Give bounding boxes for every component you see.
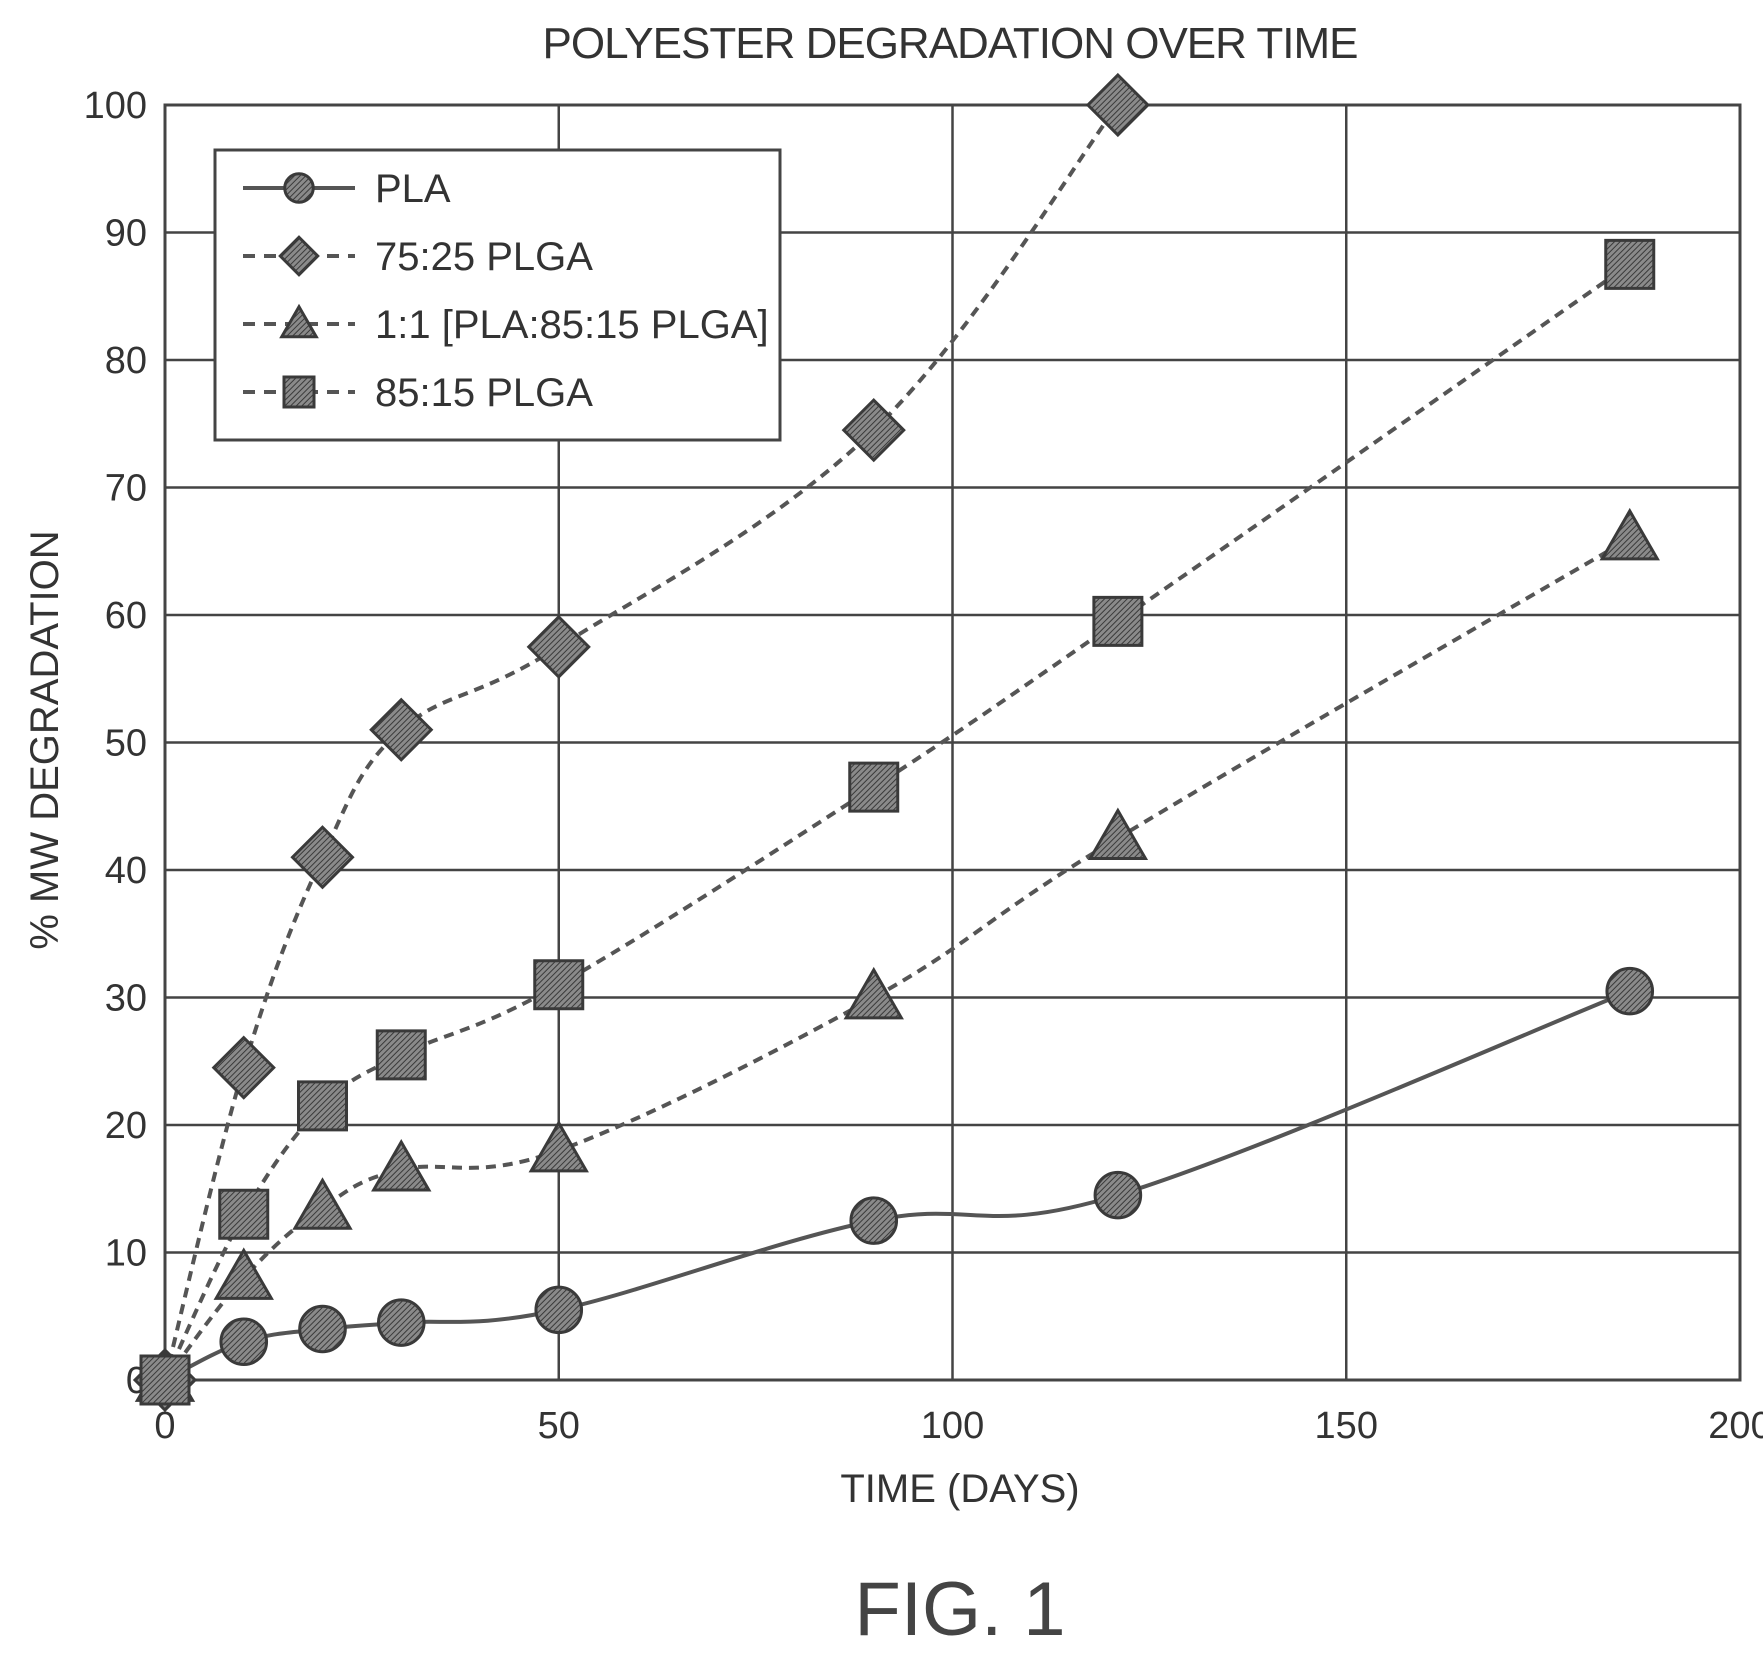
y-tick-label: 80 bbox=[105, 340, 147, 382]
data-point-circle bbox=[1605, 966, 1655, 1016]
data-point-triangle bbox=[528, 1119, 589, 1173]
data-point-triangle bbox=[371, 1139, 432, 1192]
y-tick-label: 100 bbox=[84, 85, 147, 127]
data-point-triangle bbox=[1599, 507, 1660, 561]
data-point-triangle bbox=[213, 1247, 274, 1300]
series-line-circle bbox=[164, 989, 1631, 1382]
data-point-circle bbox=[534, 1285, 584, 1335]
chart-title: POLYESTER DEGRADATION OVER TIME bbox=[543, 19, 1358, 68]
data-point-diamond bbox=[290, 825, 355, 890]
x-axis-label: TIME (DAYS) bbox=[840, 1467, 1079, 1511]
data-point-triangle bbox=[1087, 807, 1149, 861]
series-markers bbox=[132, 72, 1660, 1413]
legend-entry-label: 85:15 PLGA bbox=[375, 371, 593, 415]
data-point-circle bbox=[849, 1196, 899, 1245]
legend: PLA 75:25 PLGA 1:1 [PLA:85:15 PLGA] 85:15 P… bbox=[213, 148, 782, 442]
data-point-diamond bbox=[1085, 72, 1150, 138]
data-point-square bbox=[1604, 238, 1656, 290]
x-tick-label: 0 bbox=[154, 1405, 175, 1447]
data-point-triangle bbox=[843, 966, 904, 1020]
figure-caption: FIG. 1 bbox=[854, 1567, 1065, 1652]
data-point-triangle bbox=[279, 303, 319, 339]
y-tick-label: 60 bbox=[105, 595, 147, 637]
series-lines bbox=[163, 103, 1631, 1382]
data-point-diamond bbox=[278, 235, 320, 277]
data-point-circle bbox=[376, 1298, 426, 1347]
y-tick-label: 90 bbox=[105, 213, 147, 255]
data-point-square bbox=[848, 761, 900, 813]
x-tick-label: 100 bbox=[921, 1405, 984, 1447]
y-tick-label: 20 bbox=[105, 1105, 147, 1147]
legend-entry-label: 1:1 [PLA:85:15 PLGA] bbox=[375, 303, 769, 347]
x-tick-label: 150 bbox=[1315, 1405, 1378, 1447]
series-line-triangle bbox=[163, 536, 1631, 1382]
data-point-triangle bbox=[292, 1177, 353, 1230]
data-point-square bbox=[282, 375, 316, 409]
data-point-diamond bbox=[211, 1035, 276, 1100]
y-axis-label: % MW DEGRADATION bbox=[23, 530, 67, 949]
legend-entry-label: 75:25 PLGA bbox=[375, 235, 593, 279]
legend-entry-label: PLA bbox=[375, 167, 451, 211]
x-tick-label: 200 bbox=[1708, 1405, 1763, 1447]
data-point-square bbox=[139, 1354, 191, 1406]
y-tick-label: 50 bbox=[105, 723, 147, 765]
x-axis-ticks: 0 50 100 150 200 bbox=[154, 1405, 1763, 1447]
series-line-square bbox=[163, 262, 1631, 1381]
y-tick-label: 10 bbox=[105, 1233, 147, 1275]
y-tick-label: 40 bbox=[105, 850, 147, 892]
data-point-square bbox=[533, 959, 585, 1011]
y-tick-label: 30 bbox=[105, 978, 147, 1020]
data-point-circle bbox=[1093, 1170, 1143, 1220]
data-point-square bbox=[297, 1080, 348, 1132]
data-point-circle bbox=[283, 172, 315, 204]
data-point-square bbox=[218, 1188, 270, 1240]
data-point-square bbox=[1092, 595, 1144, 647]
x-tick-label: 50 bbox=[538, 1405, 580, 1447]
data-point-diamond bbox=[526, 614, 591, 679]
data-point-square bbox=[375, 1029, 427, 1081]
data-point-diamond bbox=[369, 697, 434, 762]
data-point-circle bbox=[219, 1317, 269, 1367]
data-point-diamond bbox=[841, 398, 906, 463]
plot-frame bbox=[163, 103, 1742, 1382]
data-point-circle bbox=[298, 1304, 347, 1354]
y-tick-label: 70 bbox=[105, 468, 147, 510]
